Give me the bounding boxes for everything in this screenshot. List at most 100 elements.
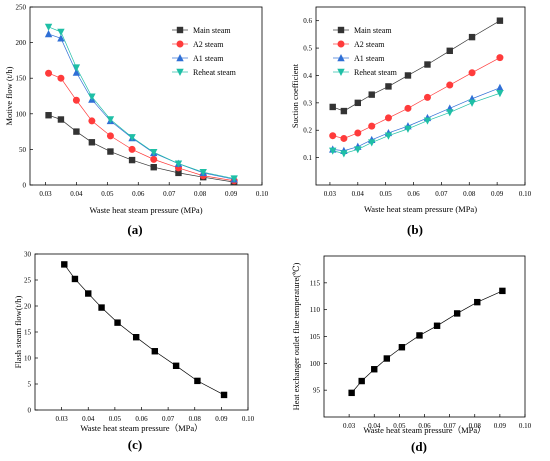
y-tick-label: 100 bbox=[310, 360, 321, 368]
y-axis-label: Flash steam flow(t/h) bbox=[13, 295, 23, 368]
series-3 bbox=[329, 83, 504, 154]
data-point bbox=[329, 147, 337, 155]
x-tick-label: 0.03 bbox=[56, 415, 69, 423]
x-tick-label: 0.04 bbox=[70, 190, 83, 198]
data-point bbox=[114, 319, 121, 326]
series-line bbox=[332, 20, 501, 112]
y-tick-label: 0.3 bbox=[303, 99, 312, 107]
data-point bbox=[446, 109, 454, 117]
data-point bbox=[106, 132, 114, 140]
x-tick-label: 0.10 bbox=[519, 422, 532, 430]
series-4 bbox=[44, 23, 238, 183]
data-point bbox=[199, 168, 207, 177]
series-3 bbox=[44, 30, 238, 183]
data-point bbox=[385, 83, 392, 90]
y-tick-label: 25 bbox=[24, 277, 32, 285]
series-1 bbox=[329, 17, 504, 115]
x-axis-label: Waste heat steam pressure (MPa) bbox=[89, 205, 202, 215]
x-tick-label: 0.10 bbox=[256, 190, 269, 198]
y-tick-label: 15 bbox=[24, 329, 32, 337]
x-tick-label: 0.03 bbox=[343, 422, 356, 430]
x-tick-label: 0.04 bbox=[82, 415, 95, 423]
x-tick-label: 0.10 bbox=[242, 415, 255, 423]
panel-caption: (a) bbox=[127, 222, 142, 237]
x-tick-label: 0.09 bbox=[494, 422, 507, 430]
data-point bbox=[340, 150, 348, 158]
data-point bbox=[424, 61, 431, 68]
data-point bbox=[404, 125, 412, 133]
data-point bbox=[384, 114, 392, 122]
x-tick-label: 0.06 bbox=[132, 190, 145, 198]
data-point bbox=[71, 275, 79, 283]
data-point bbox=[433, 322, 441, 329]
y-tick-label: 100 bbox=[16, 110, 27, 118]
y-tick-label: 30 bbox=[24, 251, 32, 259]
series-line bbox=[48, 26, 235, 179]
data-point bbox=[368, 122, 376, 130]
legend-label: Reheat steam bbox=[193, 68, 237, 77]
x-axis-label: Waste heat steam pressure（MPa） bbox=[363, 425, 485, 435]
x-tick-label: 0.09 bbox=[225, 190, 238, 198]
data-point bbox=[45, 69, 53, 77]
x-tick-label: 0.06 bbox=[135, 415, 148, 423]
data-point bbox=[151, 348, 159, 355]
chart-panel-1: 0.03 0.04 0.05 0.06 0.07 0.08 0.09 0.10 0 50 100 15… bbox=[4, 4, 269, 238]
plot-frame bbox=[34, 253, 249, 411]
data-point bbox=[340, 134, 348, 142]
data-point bbox=[468, 99, 476, 107]
x-tick-label: 0.06 bbox=[407, 190, 420, 198]
legend-marker bbox=[337, 54, 345, 62]
series-line bbox=[332, 87, 501, 152]
data-point bbox=[468, 33, 476, 41]
series-line bbox=[332, 57, 501, 139]
data-point bbox=[474, 298, 481, 306]
x-tick-label: 0.08 bbox=[469, 422, 482, 430]
x-tick-label: 0.05 bbox=[380, 190, 393, 198]
data-point bbox=[423, 93, 431, 101]
data-point bbox=[44, 23, 53, 31]
data-point bbox=[404, 104, 412, 112]
y-tick-label: 200 bbox=[16, 39, 27, 47]
series-2 bbox=[45, 69, 238, 185]
data-point bbox=[220, 391, 228, 399]
series-line bbox=[64, 264, 225, 396]
data-point bbox=[57, 34, 65, 42]
x-tick-label: 0.08 bbox=[194, 190, 207, 198]
data-point bbox=[423, 117, 432, 125]
data-point bbox=[98, 304, 105, 311]
x-tick-label: 0.10 bbox=[519, 190, 532, 198]
x-tick-label: 0.06 bbox=[418, 422, 431, 430]
series-1 bbox=[348, 287, 506, 397]
data-point bbox=[354, 146, 362, 154]
data-point bbox=[230, 175, 238, 183]
series-line bbox=[48, 114, 235, 183]
data-point bbox=[132, 334, 140, 341]
legend-label: A1 steam bbox=[354, 54, 385, 63]
data-point bbox=[172, 362, 180, 369]
data-point bbox=[57, 74, 65, 82]
y-tick-label: 115 bbox=[310, 279, 321, 287]
data-point bbox=[446, 47, 453, 55]
data-point bbox=[150, 149, 158, 157]
x-tick-label: 0.07 bbox=[444, 422, 457, 430]
data-point bbox=[496, 17, 504, 24]
legend-label: Reheat steam bbox=[354, 68, 398, 77]
data-point bbox=[150, 164, 157, 171]
plot-frame bbox=[315, 6, 526, 186]
y-axis-label: Suction coefficient bbox=[290, 63, 300, 128]
legend-marker bbox=[337, 26, 345, 34]
data-point bbox=[88, 139, 96, 146]
x-axis-label: Waste heat steam pressure（MPa） bbox=[80, 423, 202, 433]
data-point bbox=[404, 72, 412, 79]
data-point bbox=[468, 69, 476, 77]
x-axis-label: Waste heat steam pressure (MPa) bbox=[364, 204, 477, 214]
y-axis-label: Heat exchanger outlet flue temperature(℃… bbox=[291, 262, 301, 410]
data-point bbox=[88, 117, 96, 125]
data-point bbox=[354, 99, 361, 107]
x-tick-label: 0.09 bbox=[491, 190, 504, 198]
data-point bbox=[348, 389, 355, 397]
y-tick-label: 5 bbox=[28, 381, 32, 389]
y-tick-label: 150 bbox=[16, 75, 27, 83]
chart-panel-3: 0.03 0.04 0.05 0.06 0.07 0.08 0.09 0.10 0 5 10 15 20… bbox=[13, 251, 255, 453]
x-tick-label: 0.07 bbox=[435, 190, 448, 198]
